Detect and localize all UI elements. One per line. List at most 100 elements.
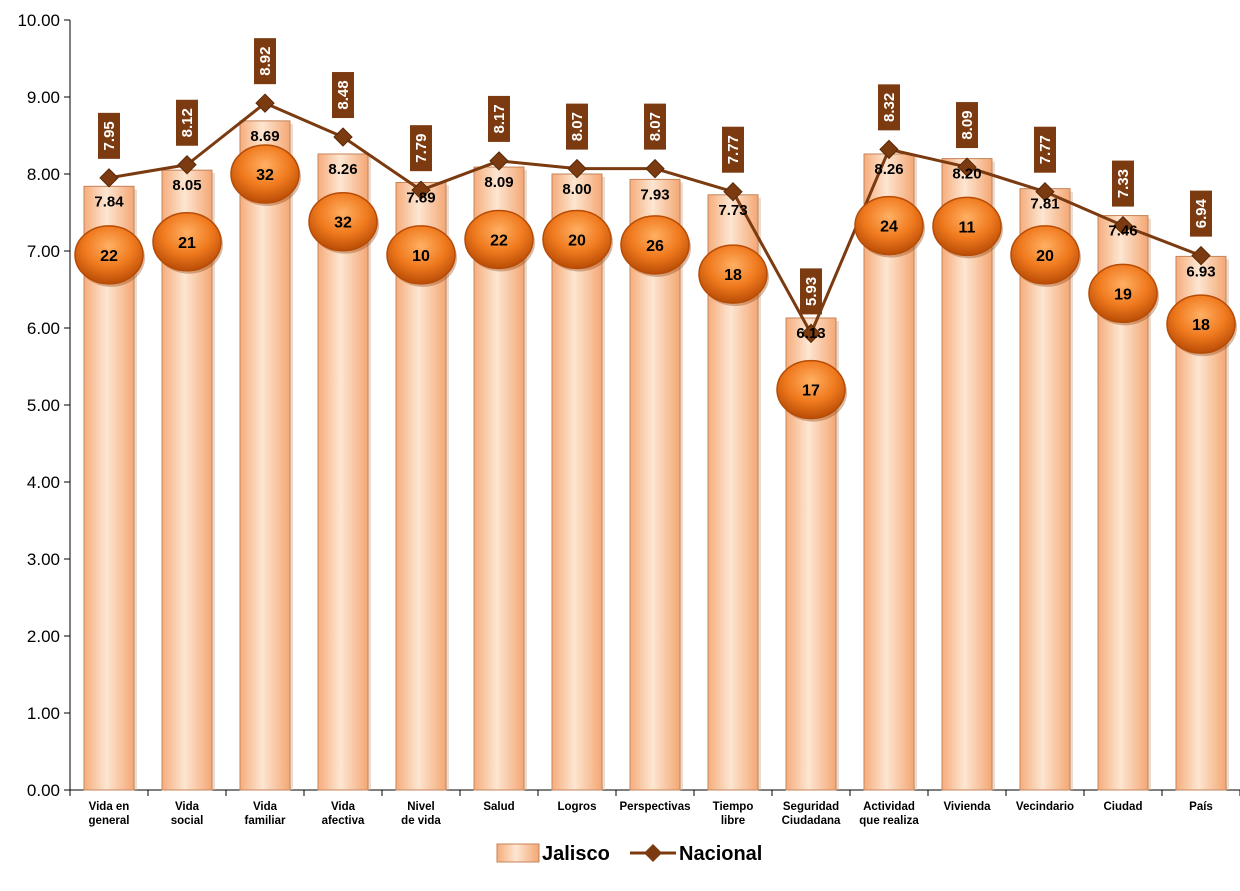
nacional-value-label: 5.93 <box>803 277 820 306</box>
rank-bubble <box>854 195 924 256</box>
jalisco-value-label: 7.46 <box>1108 223 1137 240</box>
category-label-line: Vivienda <box>943 801 991 813</box>
axes: 0.00 1.00 2.00 3.00 4.00 5.00 6.00 7.00 8.00 9.00… <box>17 11 1240 827</box>
nacional-value-box <box>878 84 900 131</box>
rank-bubble <box>698 244 768 304</box>
nacional-value-label: 8.92 <box>257 47 274 76</box>
legend-nacional-label: Nacional <box>679 843 762 865</box>
nacional-value-box <box>800 268 822 315</box>
nacional-value-box <box>1034 126 1056 173</box>
category-label: Nivel de vida <box>401 801 441 827</box>
jalisco-value-label: 8.26 <box>328 161 357 178</box>
nacional-value-label-group: 8.48 <box>332 72 354 119</box>
y-tick-label: 4.00 <box>27 473 60 492</box>
category-label-line: Vida <box>331 801 356 813</box>
nacional-value-label-group: 8.09 <box>956 102 978 149</box>
y-tick-label: 6.00 <box>27 319 60 338</box>
rank-bubble <box>1010 225 1080 285</box>
nacional-value-box <box>722 126 744 173</box>
nacional-marker <box>1191 245 1211 266</box>
nacional-marker <box>489 151 509 171</box>
jalisco-value-label: 8.20 <box>952 166 981 183</box>
rank-label: 19 <box>1114 286 1132 303</box>
jalisco-bar <box>1019 188 1071 791</box>
nacional-value-label: 8.12 <box>179 108 196 137</box>
rank-label: 22 <box>100 248 118 265</box>
nacional-marker <box>801 323 821 344</box>
rank-label: 26 <box>646 238 664 255</box>
category-label-line: libre <box>721 815 745 827</box>
rank-label: 24 <box>880 219 898 236</box>
jalisco-value-label: 8.05 <box>172 177 201 194</box>
jalisco-value-label: 6.13 <box>796 325 825 342</box>
category-label-line: Logros <box>558 801 597 813</box>
value-labels: 7.84 22 8.05 21 8.69 32 8.26 32 7.89 10 8.09 22 8.00… <box>74 38 1237 422</box>
nacional-value-label-group: 8.32 <box>878 84 900 131</box>
category-label-line: Ciudad <box>1104 801 1143 813</box>
nacional-line <box>99 93 1211 344</box>
y-tick-label: 9.00 <box>27 88 60 107</box>
y-tick-label: 1.00 <box>27 704 60 723</box>
rank-label: 32 <box>334 215 352 232</box>
jalisco-value-label: 7.89 <box>406 189 435 206</box>
rank-bubble <box>620 215 690 275</box>
rank-bubble <box>230 144 300 204</box>
rank-label: 32 <box>256 167 274 184</box>
jalisco-value-label: 7.73 <box>718 202 747 219</box>
nacional-value-label-group: 8.17 <box>488 95 510 142</box>
nacional-marker <box>957 157 977 177</box>
y-tick-label: 8.00 <box>27 165 60 184</box>
rank-bubble <box>932 196 1002 257</box>
category-label-line: Actividad <box>863 801 915 813</box>
jalisco-value-label: 7.84 <box>94 193 124 210</box>
rank-label: 18 <box>1192 317 1210 334</box>
legend-nacional-marker <box>644 844 662 862</box>
rank-label: 22 <box>490 232 508 249</box>
category-label-line: afectiva <box>322 815 365 827</box>
rank-bubble <box>1166 294 1236 354</box>
rank-bubble <box>776 359 846 420</box>
rank-bubble <box>542 209 612 270</box>
rank-bubble <box>308 191 378 252</box>
nacional-marker <box>645 158 665 179</box>
nacional-value-label: 7.95 <box>101 121 118 150</box>
jalisco-value-label: 7.93 <box>640 186 669 203</box>
category-label: Seguridad Ciudadana <box>782 801 841 827</box>
category-label: Actividad que realiza <box>859 801 919 827</box>
legend-jalisco-swatch <box>496 843 540 863</box>
nacional-value-label-group: 7.95 <box>98 112 120 159</box>
rank-label: 17 <box>802 383 820 400</box>
category-label-line: de vida <box>401 815 441 827</box>
rank-label: 10 <box>412 248 430 265</box>
rank-label: 18 <box>724 267 742 284</box>
nacional-marker <box>567 158 587 179</box>
category-label-line: Salud <box>483 801 514 813</box>
category-label: Vivienda <box>943 801 991 813</box>
nacional-value-box <box>566 103 588 150</box>
jalisco-bar <box>83 185 135 791</box>
category-label-line: Seguridad <box>783 801 839 813</box>
jalisco-value-label: 8.69 <box>250 128 279 145</box>
nacional-value-label-group: 6.94 <box>1190 190 1212 237</box>
rank-bubble <box>1088 263 1158 324</box>
rank-label: 20 <box>568 232 586 249</box>
nacional-marker <box>879 139 899 160</box>
category-label-line: País <box>1189 801 1213 813</box>
category-label-line: Tiempo <box>713 801 754 813</box>
nacional-marker <box>1113 215 1133 236</box>
nacional-value-label-group: 7.77 <box>722 126 744 173</box>
rank-label: 21 <box>178 235 196 252</box>
y-tick-label: 5.00 <box>27 396 60 415</box>
category-label: Vecindario <box>1016 801 1074 813</box>
nacional-value-label-group: 8.07 <box>566 103 588 150</box>
rank-bubble <box>152 212 222 272</box>
nacional-value-box <box>176 99 198 146</box>
nacional-value-label-group: 8.92 <box>254 38 276 85</box>
nacional-marker <box>1035 182 1055 202</box>
nacional-value-box <box>410 125 432 172</box>
category-label: Tiempo libre <box>713 801 754 827</box>
jalisco-value-label: 8.00 <box>562 181 591 198</box>
nacional-value-label-group: 5.93 <box>800 268 822 315</box>
rank-label: 11 <box>959 219 976 236</box>
